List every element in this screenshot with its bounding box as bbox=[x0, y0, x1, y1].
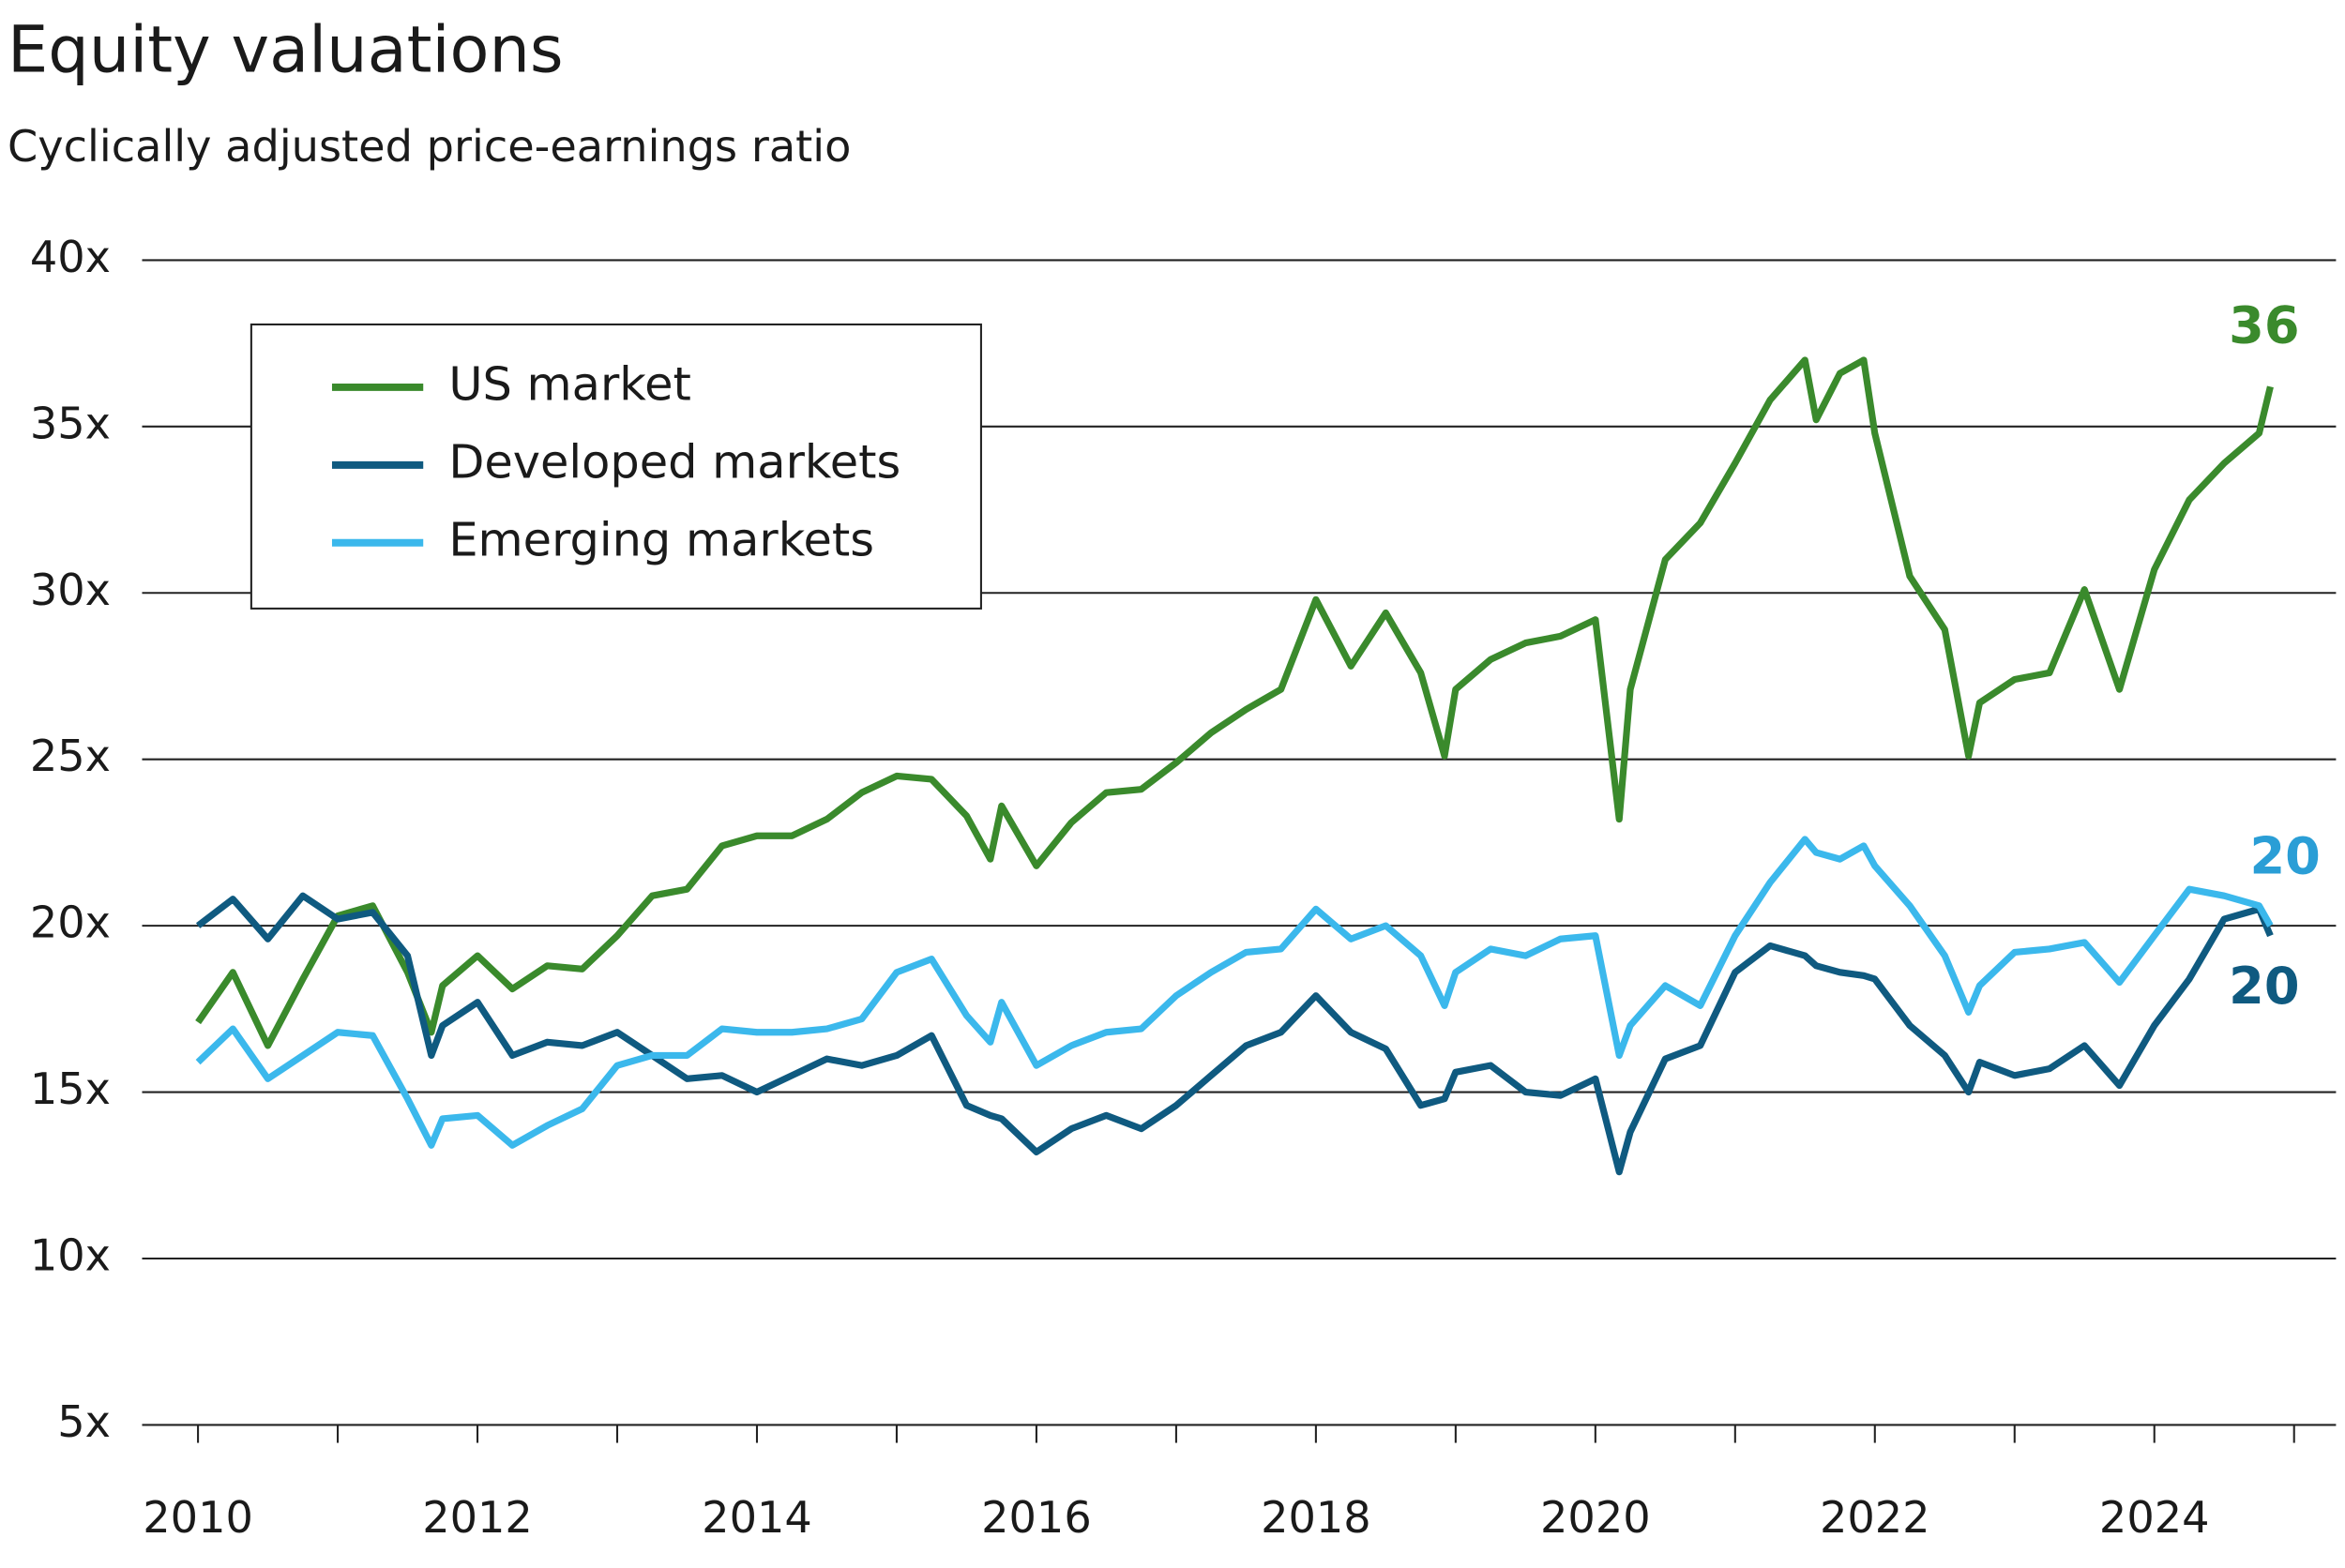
x-tick-label: 2024 bbox=[2099, 1492, 2210, 1543]
x-tick-label: 2010 bbox=[143, 1492, 253, 1543]
y-tick-label: 40x bbox=[30, 232, 111, 282]
series-line bbox=[195, 356, 2274, 1049]
x-tick-label: 2014 bbox=[702, 1492, 812, 1543]
end-label: 20 bbox=[2229, 957, 2299, 1016]
end-label: 20 bbox=[2249, 826, 2320, 885]
legend-label: Emerging markets bbox=[448, 512, 874, 566]
legend-label: US market bbox=[448, 356, 691, 411]
y-tick-label: 5x bbox=[57, 1396, 111, 1447]
y-tick-label: 15x bbox=[30, 1063, 111, 1114]
legend-label: Developed markets bbox=[448, 434, 900, 489]
series-line bbox=[195, 892, 2274, 1176]
chart-title: Equity valuations bbox=[8, 12, 564, 87]
y-tick-label: 35x bbox=[30, 398, 111, 448]
y-tick-label: 30x bbox=[30, 565, 111, 615]
x-tick-label: 2020 bbox=[1540, 1492, 1651, 1543]
chart-subtitle: Cyclically adjusted price-earnings ratio bbox=[8, 121, 851, 172]
y-tick-label: 25x bbox=[30, 731, 111, 781]
x-tick-label: 2022 bbox=[1820, 1492, 1930, 1543]
x-tick-label: 2012 bbox=[422, 1492, 533, 1543]
y-tick-label: 10x bbox=[30, 1229, 111, 1280]
series-line bbox=[195, 836, 2274, 1149]
x-tick-label: 2018 bbox=[1261, 1492, 1371, 1543]
end-label: 36 bbox=[2229, 295, 2299, 354]
x-tick-label: 2016 bbox=[981, 1492, 1092, 1543]
y-tick-label: 20x bbox=[30, 897, 111, 948]
